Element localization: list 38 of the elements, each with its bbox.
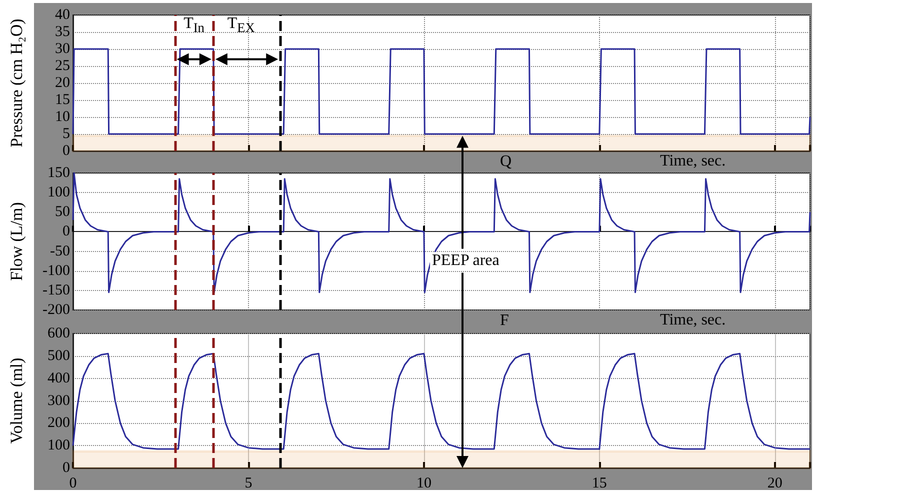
y-tick-label: -150	[42, 282, 70, 298]
y-tick-label: 600	[48, 326, 70, 342]
annotation: PEEP area	[430, 252, 502, 270]
y-tick-label: 0	[62, 224, 70, 240]
x-axis-title: Time, sec.	[660, 312, 726, 328]
y-tick-label: -100	[42, 262, 70, 279]
y-tick-label: 30	[55, 41, 70, 57]
y-axis-title: Flow (L/m)	[7, 202, 26, 281]
text: F	[500, 312, 509, 329]
y-tick-label: 40	[55, 7, 70, 23]
y-tick-label: 200	[48, 415, 70, 432]
y-tick-label: 5	[62, 126, 70, 142]
y-tick-label: 0	[62, 143, 70, 159]
y-tick-label: 300	[48, 392, 70, 409]
y-axis-title: Volume (ml)	[7, 358, 26, 444]
y-tick-label: 15	[55, 92, 70, 108]
x-tick-label: 10	[416, 476, 432, 492]
y-tick-label: 20	[55, 75, 70, 91]
x-tick-label: 5	[244, 476, 252, 492]
y-tick-label: 500	[48, 348, 70, 364]
y-tick-label: 25	[55, 58, 70, 74]
y-tick-label: 150	[48, 165, 70, 181]
y-tick-label: 100	[48, 438, 70, 454]
annotation: T$_{In}$	[184, 14, 204, 35]
y-tick-label: 50	[55, 204, 70, 220]
y-tick-label: 10	[55, 109, 70, 125]
y-tick-label: -50	[50, 243, 70, 260]
y-tick-label: -200	[42, 302, 70, 318]
y-tick-label: 100	[48, 184, 70, 201]
y-tick-label: 0	[62, 460, 70, 476]
y-axis-title: Pressure (cm H₂O)	[7, 18, 26, 148]
text: Q	[500, 153, 512, 170]
x-axis-title: Time, sec.	[660, 152, 726, 170]
x-tick-label: 15	[592, 476, 607, 492]
x-tick-label: 20	[767, 476, 782, 492]
y-tick-label: 400	[48, 370, 70, 386]
y-tick-label: 35	[55, 24, 70, 40]
annotation: T$_{EX}$	[227, 14, 255, 35]
